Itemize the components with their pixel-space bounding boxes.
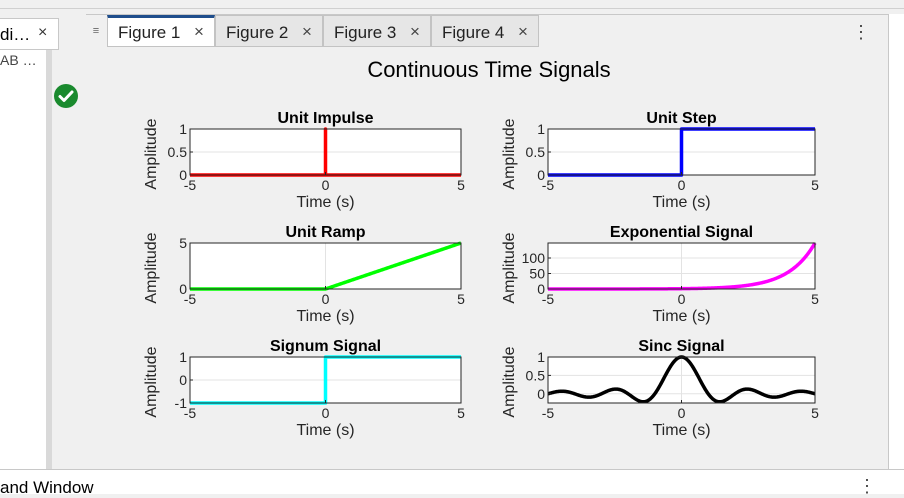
subplot-5-y-tick-label: 0 <box>179 372 187 388</box>
subplot-4-x-tick-label: 0 <box>678 291 686 307</box>
tab-figure-1[interactable]: Figure 1 × <box>107 15 215 47</box>
tab-figure-2[interactable]: Figure 2 × <box>215 15 323 47</box>
subplot-4-ylabel: Amplitude <box>501 232 518 303</box>
subplot-2-xlabel: Time (s) <box>652 194 710 211</box>
subplot-2-y-tick-label: 1 <box>537 121 545 137</box>
subplot-6-y-tick-label: 0.5 <box>526 367 546 383</box>
subplot-5-title: Signum Signal <box>270 338 381 355</box>
subplot-1-ylabel: Amplitude <box>143 118 160 189</box>
subplot-5-ylabel: Amplitude <box>143 346 160 417</box>
subplot-1-title: Unit Impulse <box>277 110 373 127</box>
left-sub-panel: AB … <box>0 50 47 470</box>
tab-figure-3[interactable]: Figure 3 × <box>323 15 431 47</box>
subplot-2-ylabel: Amplitude <box>501 118 518 189</box>
left-tab[interactable]: di… × <box>0 18 59 50</box>
subplot-3-x-tick-label: 5 <box>457 291 465 307</box>
command-window-menu-icon[interactable]: ⋮ <box>858 476 876 496</box>
subplot-3-y-tick-label: 0 <box>179 281 187 297</box>
subplot-2-title: Unit Step <box>646 110 716 127</box>
left-tab-close-icon[interactable]: × <box>38 24 48 41</box>
left-tab-label: di… <box>0 25 31 44</box>
subplot-2-x-tick-label: 5 <box>811 177 819 193</box>
subplot-6-title: Sinc Signal <box>638 338 724 355</box>
subplot-5-y-tick-label: -1 <box>175 395 188 411</box>
subplot-4-xlabel: Time (s) <box>652 308 710 325</box>
subplot-2-y-tick-label: 0 <box>537 167 545 183</box>
tab-label: Figure 1 <box>118 23 181 42</box>
tab-close-icon[interactable]: × <box>410 22 420 41</box>
subplot-6-x-tick-label: 0 <box>678 405 686 421</box>
subplot-3-xlabel: Time (s) <box>296 308 354 325</box>
subplot-4-x-tick-label: -5 <box>542 291 555 307</box>
right-panel-edge <box>888 14 904 469</box>
subplot-6-xlabel: Time (s) <box>652 422 710 439</box>
subplot-5-y-tick-label: 1 <box>179 349 187 365</box>
vertical-scrollbar[interactable] <box>46 50 52 470</box>
subplot-6-x-tick-label: -5 <box>542 405 555 421</box>
figure-menu-icon[interactable]: ⋮ <box>852 22 870 42</box>
tab-close-icon[interactable]: × <box>194 22 204 41</box>
tab-close-icon[interactable]: × <box>518 22 528 41</box>
subplot-5-x-tick-label: -5 <box>184 405 197 421</box>
subplot-4-y-tick-label: 50 <box>529 266 545 282</box>
tab-close-icon[interactable]: × <box>302 22 312 41</box>
subplot-4-x-tick-label: 5 <box>811 291 819 307</box>
subplot-2-x-tick-label: -5 <box>542 177 555 193</box>
subplot-3-ylabel: Amplitude <box>143 232 160 303</box>
subplot-6-y-tick-label: 0 <box>537 386 545 402</box>
check-circle-icon <box>54 84 78 108</box>
subplot-1-y-tick-label: 0 <box>179 167 187 183</box>
subplot-6-x-tick-label: 5 <box>811 405 819 421</box>
command-window-label: and Window <box>0 478 94 497</box>
subplot-1-x-tick-label: -5 <box>184 177 197 193</box>
subplot-6-y-tick-label: 1 <box>537 349 545 365</box>
subplot-1-xlabel: Time (s) <box>296 194 354 211</box>
subplot-1-y-tick-label: 1 <box>179 121 187 137</box>
subplot-3-x-tick-label: 0 <box>322 291 330 307</box>
document-menu-icon[interactable]: ≡ <box>92 25 100 37</box>
tab-figure-4[interactable]: Figure 4 × <box>431 15 539 47</box>
subplot-3-x-tick-label: -5 <box>184 291 197 307</box>
left-sub-label: AB … <box>0 52 37 68</box>
subplot-6-ylabel: Amplitude <box>501 346 518 417</box>
tab-label: Figure 2 <box>226 23 289 42</box>
top-divider <box>0 8 904 9</box>
subplot-1-x-tick-label: 5 <box>457 177 465 193</box>
subplot-4-y-tick-label: 0 <box>537 281 545 297</box>
subplot-5-x-tick-label: 5 <box>457 405 465 421</box>
tab-label: Figure 4 <box>442 23 505 42</box>
left-panel: di… × AB … <box>0 14 86 470</box>
subplot-4-y-tick-label: 100 <box>522 250 546 266</box>
subplot-3-y-tick-label: 5 <box>179 235 187 251</box>
figure-title: Continuous Time Signals <box>367 57 610 82</box>
top-strip <box>0 0 904 15</box>
subplot-2-y-tick-label: 0.5 <box>526 144 546 160</box>
subplot-5-x-tick-label: 0 <box>322 405 330 421</box>
subplot-5-xlabel: Time (s) <box>296 422 354 439</box>
subplot-1-y-tick-label: 0.5 <box>168 144 188 160</box>
subplot-4-title: Exponential Signal <box>610 224 753 241</box>
command-window-bar: and Window ⋮ <box>0 469 904 497</box>
subplot-1-x-tick-label: 0 <box>322 177 330 193</box>
figure-canvas: Continuous Time Signals -5 0 5 0 0.5 1 Unit Im… <box>86 48 888 469</box>
subplot-2-x-tick-label: 0 <box>678 177 686 193</box>
subplot-3-title: Unit Ramp <box>286 224 366 241</box>
tab-label: Figure 3 <box>334 23 397 42</box>
